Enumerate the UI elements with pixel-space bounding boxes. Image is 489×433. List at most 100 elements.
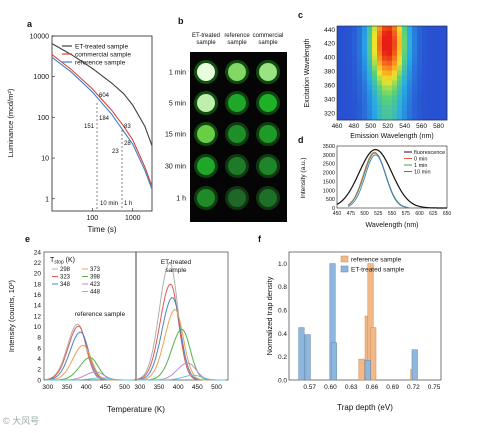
f-y-tick-label: 0.0 [278, 377, 287, 384]
heatmap-cell [397, 110, 403, 116]
heatmap-cell [337, 26, 343, 32]
e-series-line [137, 374, 226, 381]
heatmap-cell [387, 115, 393, 121]
f-bar [364, 359, 371, 381]
heatmap-cell [357, 115, 363, 121]
heatmap-cell [392, 30, 398, 37]
heatmap-cell [412, 95, 418, 101]
heatmap-cell [357, 95, 363, 101]
f-legend-label: ET-treated sample [351, 267, 404, 274]
heatmap-cell [407, 115, 413, 121]
heatmap-cell [342, 45, 348, 52]
f-bar [358, 358, 365, 381]
annotation-23: 23 [112, 149, 119, 155]
heatmap-cell [387, 45, 393, 52]
heatmap-cell [342, 55, 348, 61]
heatmap-cell [422, 35, 428, 42]
e-x-tick-label: 350 [62, 384, 73, 391]
heatmap-cell [422, 50, 428, 56]
d-x-tick-label: 550 [388, 211, 397, 217]
e-y-tick-label: 18 [34, 281, 42, 288]
f-bar [370, 327, 377, 381]
heatmap-cell [432, 30, 438, 37]
f-y-axis-label: Normalized trap density [265, 276, 274, 355]
heatmap-cell [432, 115, 438, 121]
heatmap-cell [427, 105, 433, 111]
heatmap-cell [417, 30, 423, 37]
heatmap-cell [382, 70, 388, 76]
heatmap-cell [417, 50, 423, 56]
heatmap-cell [337, 110, 343, 116]
panel-letter-a: a [27, 19, 33, 29]
heatmap-cell [392, 85, 398, 91]
heatmap-cell [402, 26, 408, 32]
heatmap-cell [397, 65, 403, 71]
heatmap-cell [392, 55, 398, 61]
heatmap-cell [362, 70, 368, 76]
heatmap-cell [392, 26, 398, 32]
heatmap-cell [442, 26, 448, 32]
a-y-tick-label: 10 [41, 156, 49, 163]
heatmap-cell [407, 26, 413, 32]
heatmap-cell [367, 45, 373, 52]
annotation-83: 83 [124, 124, 131, 130]
heatmap-cell [432, 55, 438, 61]
heatmap-cell [342, 70, 348, 76]
heatmap-cell [407, 55, 413, 61]
heatmap-cell [342, 50, 348, 56]
f-y-tick-label: 1.0 [278, 261, 287, 268]
heatmap-cell [442, 105, 448, 111]
e-et-label-line1: ET-treated [161, 259, 192, 266]
heatmap-cell [347, 75, 353, 81]
heatmap-cell [372, 115, 378, 121]
heatmap-cell [437, 90, 443, 96]
e-legend-label: 373 [90, 267, 101, 273]
heatmap-cell [397, 40, 403, 47]
heatmap-cell [442, 50, 448, 56]
d-x-tick-label: 525 [374, 211, 383, 217]
d-y-tick-label: 2500 [323, 162, 335, 168]
d-x-tick-label: 650 [443, 211, 452, 217]
heatmap-cell [397, 26, 403, 32]
f-y-tick-label: 0.6 [278, 307, 287, 314]
f-x-tick-label: 0.60 [324, 384, 337, 391]
f-bar [411, 349, 418, 381]
panel-letter-f: f [258, 234, 262, 244]
a-x-axis-label: Time (s) [87, 225, 116, 234]
heatmap-cell [387, 75, 393, 81]
heatmap-cell [402, 30, 408, 37]
heatmap-cell [387, 110, 393, 116]
heatmap-cell [392, 70, 398, 76]
heatmap-cell [357, 26, 363, 32]
heatmap-cell [392, 80, 398, 86]
heatmap-cell [342, 65, 348, 71]
f-bar [304, 334, 311, 381]
heatmap-cell [437, 70, 443, 76]
heatmap-cell [442, 100, 448, 106]
d-y-tick-label: 3000 [323, 153, 335, 159]
b-sample-disc [228, 125, 246, 143]
heatmap-cell [372, 55, 378, 61]
heatmap-cell [382, 65, 388, 71]
c-x-tick-label: 580 [433, 123, 444, 130]
heatmap-cell [412, 65, 418, 71]
d-y-tick-label: 1000 [323, 188, 335, 194]
heatmap-cell [352, 95, 358, 101]
heatmap-cell [437, 75, 443, 81]
heatmap-cell [337, 40, 343, 47]
heatmap-cell [417, 115, 423, 121]
heatmap-cell [357, 70, 363, 76]
heatmap-cell [362, 65, 368, 71]
heatmap-cell [437, 95, 443, 101]
d-legend-label: 1 min [414, 163, 427, 169]
heatmap-cell [347, 35, 353, 42]
e-y-tick-label: 4 [37, 356, 41, 363]
heatmap-cell [352, 100, 358, 106]
heatmap-cell [342, 40, 348, 47]
heatmap-cell [417, 65, 423, 71]
heatmap-cell [407, 80, 413, 86]
heatmap-cell [342, 85, 348, 91]
heatmap-cell [442, 35, 448, 42]
heatmap-cell [342, 110, 348, 116]
heatmap-cell [432, 75, 438, 81]
